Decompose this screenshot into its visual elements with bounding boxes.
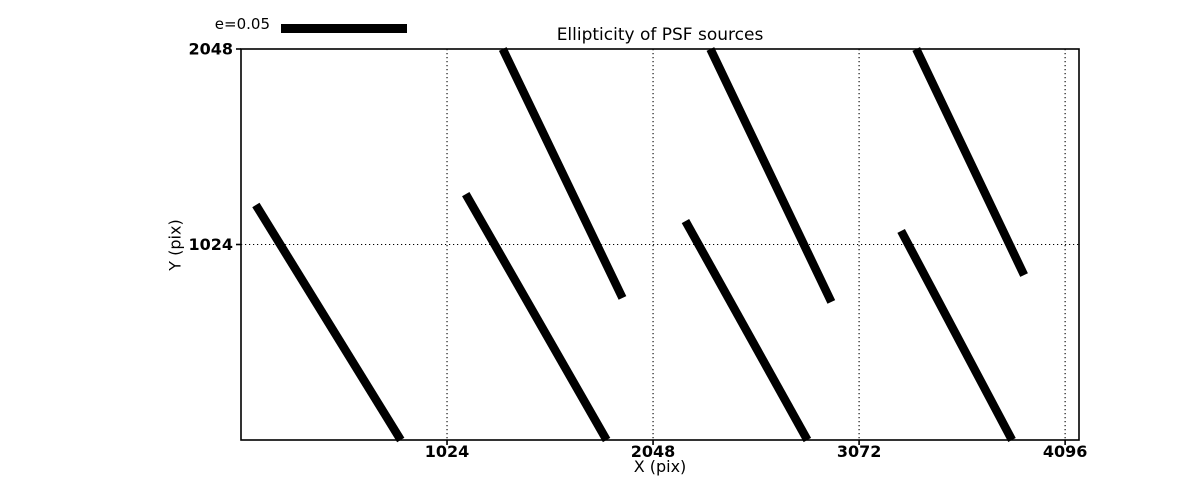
legend-label: e=0.05	[214, 15, 270, 33]
x-axis-label: X (pix)	[633, 457, 687, 476]
y-tick-label-1024: 1024	[188, 235, 233, 254]
whisker-segment-4	[681, 218, 812, 443]
whisker-segment-6	[897, 228, 1016, 442]
whisker-segment-2	[462, 191, 611, 443]
whisker-segment-3	[498, 47, 627, 300]
x-tick-label-4096: 4096	[1043, 442, 1088, 461]
legend-scale-bar	[281, 24, 407, 33]
whisker-segment-1	[252, 202, 405, 443]
y-tick-label-2048: 2048	[188, 40, 233, 59]
chart-title: Ellipticity of PSF sources	[556, 25, 764, 45]
whisker-segment-5	[706, 47, 836, 304]
whisker-segment-7	[912, 47, 1028, 277]
x-tick-label-3072: 3072	[837, 442, 882, 461]
x-tick-label-1024: 1024	[425, 442, 470, 461]
x-tick-label-2048: 2048	[631, 442, 676, 461]
